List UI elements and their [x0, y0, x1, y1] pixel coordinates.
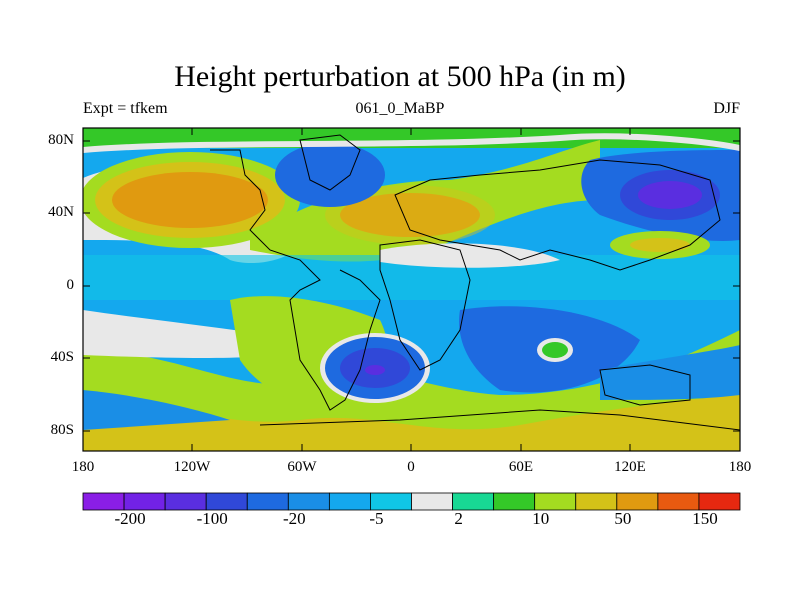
europe-orange [340, 193, 480, 237]
lat-label: 80S [50, 422, 74, 438]
lat-label: 40S [50, 349, 74, 365]
colorbar-swatch [328, 492, 371, 511]
colorbar-label: 150 [692, 509, 718, 528]
contour-field [83, 128, 740, 451]
lon-label: 180 [728, 459, 752, 475]
colorbar-swatch [246, 492, 289, 511]
coastlines [210, 134, 740, 431]
tropics [83, 255, 740, 300]
lon-label: 60W [287, 459, 317, 475]
africa-outline [379, 239, 471, 371]
colorbar-label: -200 [114, 509, 146, 528]
colorbar-swatch [411, 492, 453, 511]
antarctica-outline [259, 409, 740, 431]
americas-outline [210, 149, 381, 411]
colorbar-label: -5 [369, 509, 384, 528]
colorbar-label: 2 [454, 509, 463, 528]
lobe-nw-orange [112, 172, 268, 228]
colorbar-swatch [123, 492, 166, 511]
colorbar-swatch [698, 492, 741, 511]
colorbar-label: -100 [196, 509, 228, 528]
sw-blue [83, 390, 230, 430]
colorbar-swatch [287, 492, 330, 511]
subtitle-center: 061_0_MaBP [355, 100, 445, 117]
colorbar-swatch [575, 492, 618, 511]
colorbar-label: -20 [282, 509, 306, 528]
lat-label: 40N [48, 204, 74, 220]
subtitle-right: DJF [713, 100, 740, 117]
lat-label: 80N [48, 132, 74, 148]
colorbar [82, 492, 741, 511]
colorbar-swatch [534, 492, 577, 511]
colorbar-swatch [493, 492, 536, 511]
colorbar-swatch [205, 492, 248, 511]
tropical-gray [380, 243, 560, 268]
lon-label: 60E [508, 459, 534, 475]
lat-label: 0 [66, 277, 75, 293]
australia-outline [599, 364, 691, 406]
north-white-line [83, 133, 740, 153]
lon-label: 120E [614, 459, 646, 475]
se-blue [600, 345, 740, 400]
na-low [275, 143, 385, 207]
subtitle-left: Expt = tfkem [83, 100, 168, 117]
colorbar-label: 50 [614, 509, 632, 528]
colorbar-swatch [82, 492, 125, 511]
lon-label: 0 [407, 459, 415, 475]
colorbar-label: 10 [532, 509, 550, 528]
colorbar-swatch [616, 492, 659, 511]
colorbar-swatch [657, 492, 700, 511]
greenland-outline [299, 134, 361, 191]
page-title: Height perturbation at 500 hPa (in m) [174, 60, 626, 93]
colorbar-swatch [164, 492, 207, 511]
lon-label: 120W [173, 459, 211, 475]
lon-label: 180 [71, 459, 95, 475]
eurasia-outline [394, 159, 721, 271]
colorbar-swatch [452, 492, 495, 511]
south-yellow [83, 395, 740, 451]
axis-ticks [83, 128, 740, 451]
colorbar-swatch [370, 492, 412, 511]
